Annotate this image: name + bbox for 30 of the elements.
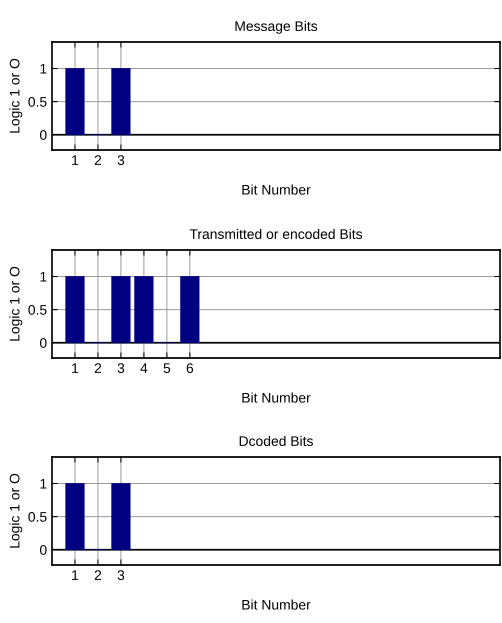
- y-tick-label: 1: [40, 64, 46, 74]
- y-axis-title: Logic 1 or O: [9, 58, 22, 133]
- x-tick-label: 1: [72, 570, 78, 580]
- x-axis-title: Bit Number: [242, 184, 311, 195]
- x-tick-label: 5: [164, 363, 170, 374]
- x-tick-label: 2: [94, 570, 102, 580]
- y-tick-label: 0: [40, 545, 47, 555]
- x-tick-label: 3: [118, 363, 124, 374]
- y-tick-label: 1: [40, 478, 46, 489]
- chart-title: Message Bits: [235, 20, 318, 34]
- x-tick-label: 4: [140, 363, 148, 373]
- y-axis-title: Logic 1 or O: [9, 474, 22, 548]
- chart-title: Dcoded Bits: [240, 436, 313, 446]
- x-tick-label: 1: [72, 363, 78, 373]
- chart-title: Transmitted or encoded Bits: [190, 228, 362, 240]
- y-tick-label: 0.5: [28, 96, 47, 107]
- y-tick-label: 0: [40, 130, 47, 140]
- x-tick-label: 3: [118, 570, 124, 580]
- y-tick-label: 1: [40, 272, 46, 282]
- y-tick-label: 0.5: [28, 304, 47, 315]
- x-tick-label: 2: [94, 155, 102, 165]
- y-axis-title: Logic 1 or O: [9, 266, 22, 341]
- x-tick-label: 3: [118, 155, 124, 166]
- x-axis-title: Bit Number: [242, 392, 311, 403]
- y-tick-label: 0.5: [28, 512, 47, 522]
- x-tick-label: 6: [186, 363, 194, 374]
- x-axis-title: Bit Number: [242, 599, 311, 610]
- y-tick-label: 0: [40, 338, 47, 348]
- x-tick-label: 1: [72, 155, 78, 165]
- x-tick-label: 2: [94, 363, 102, 373]
